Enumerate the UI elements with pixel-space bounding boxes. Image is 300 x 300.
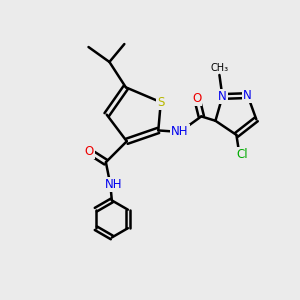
Text: N: N (243, 89, 252, 102)
Text: Cl: Cl (236, 148, 248, 161)
Text: O: O (192, 92, 202, 105)
Text: O: O (85, 145, 94, 158)
Text: CH₃: CH₃ (210, 64, 229, 74)
Text: NH: NH (105, 178, 123, 191)
Text: NH: NH (171, 125, 189, 138)
Text: S: S (157, 96, 164, 109)
Text: N: N (218, 90, 227, 103)
